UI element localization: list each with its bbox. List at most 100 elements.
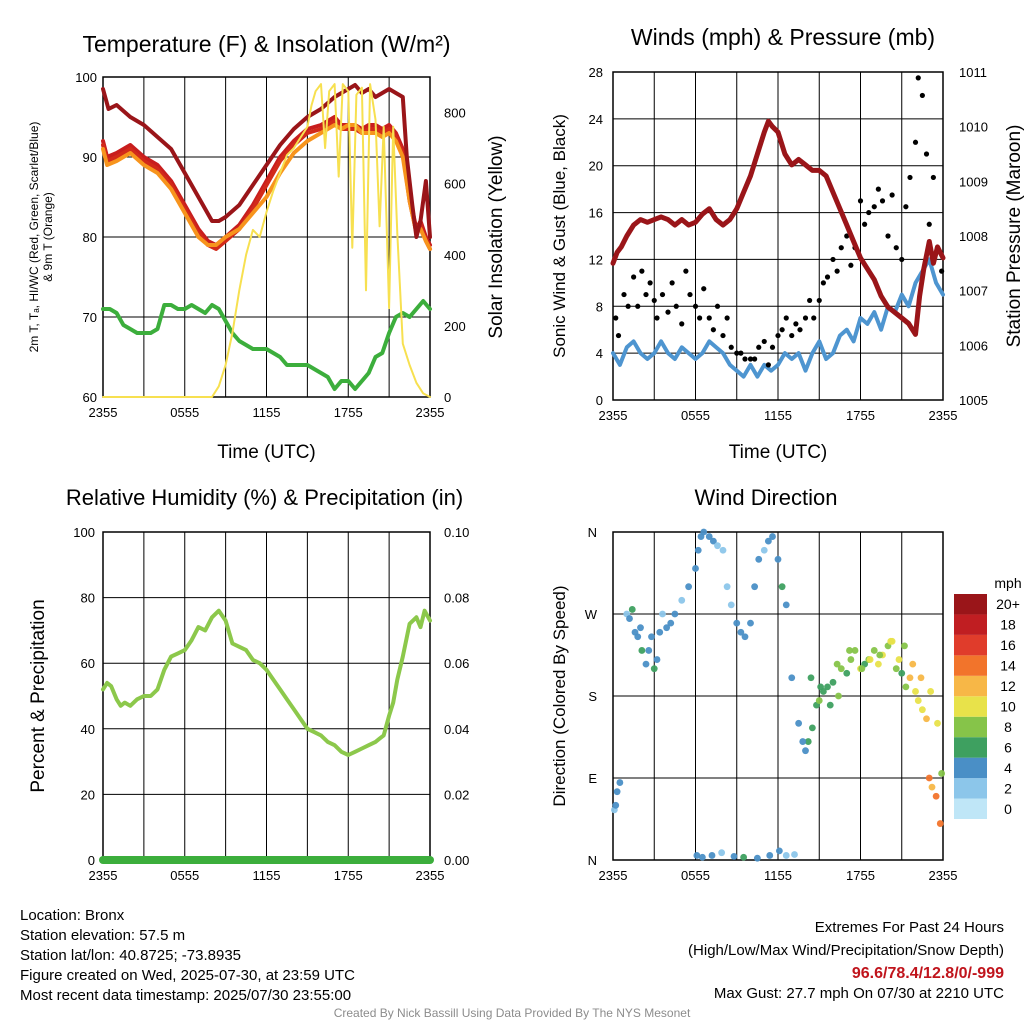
direction-point <box>692 565 699 572</box>
x-tick-label-4: 1155 <box>764 868 792 883</box>
legend-label: 8 <box>1004 719 1012 735</box>
gust-point <box>789 332 795 339</box>
y-tick-label-rh: 60 <box>81 656 95 671</box>
gust-point <box>765 362 771 368</box>
direction-point <box>782 601 790 609</box>
direction-point <box>663 624 671 632</box>
direction-point <box>901 642 908 650</box>
direction-point <box>723 583 731 591</box>
gust-point <box>907 174 913 181</box>
direction-point <box>714 542 721 550</box>
direction-point <box>892 665 900 673</box>
gust-point <box>654 315 660 321</box>
gust-point <box>816 297 822 304</box>
direction-point <box>612 801 620 809</box>
direction-point <box>778 583 786 591</box>
gust-point <box>875 186 881 192</box>
direction-point <box>740 853 748 861</box>
direction-point <box>718 849 726 857</box>
y-tick-label-wind: 0 <box>596 393 603 408</box>
y-tick-label-wind: 24 <box>589 112 603 127</box>
gust-point <box>761 338 767 345</box>
station-info: Location: Bronx Station elevation: 57.5 … <box>20 906 355 1006</box>
direction-point <box>782 852 790 859</box>
direction-point <box>753 854 761 862</box>
y-tick-label-temp: 100 <box>75 70 97 85</box>
gust-point <box>734 350 740 356</box>
direction-point <box>906 674 914 682</box>
temp-series-line-3 <box>101 83 432 239</box>
gust-point <box>752 356 758 362</box>
gust-point <box>647 280 653 286</box>
y2-tick-label-pressure: 1010 <box>959 120 988 135</box>
gust-point <box>871 204 877 210</box>
direction-point <box>917 674 925 682</box>
y2-tick-label-pressure: 1007 <box>959 284 988 299</box>
gust-point <box>615 332 622 339</box>
direction-point <box>925 774 933 782</box>
gust-point <box>783 315 789 321</box>
x-tick-label-2: 1155 <box>764 408 792 423</box>
direction-point <box>829 678 837 686</box>
plot-frame-4 <box>612 531 944 861</box>
y-tick-label-rh: 0 <box>88 853 95 868</box>
y2-tick-label-precip: 0.04 <box>444 722 469 737</box>
y-tick-label-rh: 40 <box>81 722 95 737</box>
direction-point <box>769 533 776 540</box>
x-tick-label-1: 2355 <box>416 405 445 420</box>
gust-point <box>665 309 671 315</box>
y2-tick-label-insolation: 400 <box>444 248 466 263</box>
direction-point <box>934 719 941 727</box>
x-tick-label-3: 1155 <box>253 868 281 883</box>
legend-label: 18 <box>1000 617 1016 633</box>
direction-point <box>705 533 713 540</box>
direction-point <box>843 669 851 677</box>
rh-series-line-0 <box>101 608 432 757</box>
direction-point <box>751 583 759 591</box>
y2-tick-label-pressure: 1006 <box>959 338 988 353</box>
gust-point <box>779 327 785 333</box>
direction-point <box>833 660 841 668</box>
gust-point <box>807 297 813 304</box>
direction-point <box>634 633 642 641</box>
station-location: Location: Bronx <box>20 907 125 924</box>
x-tick-label-2: 2355 <box>599 408 628 423</box>
gust-point <box>923 151 930 157</box>
chart-title-temperature: Temperature (F) & Insolation (W/m²) <box>82 31 450 57</box>
direction-point <box>902 683 910 691</box>
direction-point <box>719 546 727 554</box>
y2-tick-label-precip: 0.06 <box>444 656 469 671</box>
legend-swatch <box>954 778 987 799</box>
y-tick-label-wind: 8 <box>596 299 603 314</box>
gust-point <box>679 321 685 327</box>
gust-point <box>651 297 657 304</box>
gust-point <box>899 256 905 263</box>
direction-point <box>804 738 812 745</box>
legend-label: 16 <box>1000 637 1016 653</box>
y-tick-label-wind: 12 <box>589 252 603 267</box>
x-tick-label-1: 1155 <box>253 405 281 420</box>
y2-axis-label-insolation: Solar Insolation (Yellow) <box>486 135 507 338</box>
direction-point <box>766 852 774 859</box>
direction-point <box>747 619 754 627</box>
gust-point <box>802 315 809 321</box>
x-tick-label-3: 2355 <box>416 868 445 883</box>
gust-point <box>862 221 868 227</box>
direction-point <box>887 637 895 645</box>
y-tick-label-rh: 80 <box>81 591 95 606</box>
extremes-subtitle: (High/Low/Max Wind/Precipitation/Snow De… <box>688 942 1004 959</box>
chart-title-humidity: Relative Humidity (%) & Precipitation (i… <box>66 485 463 510</box>
x-tick-label-2: 2355 <box>929 408 958 423</box>
gust-point <box>939 268 945 274</box>
direction-point <box>851 647 859 654</box>
legend-label: 4 <box>1004 760 1012 776</box>
direction-point <box>824 683 831 691</box>
gust-point <box>775 332 781 339</box>
x-tick-label-1: 2355 <box>89 405 118 420</box>
x-tick-label-4: 1755 <box>846 868 875 883</box>
gust-point <box>919 92 925 99</box>
y-tick-label-wind: 16 <box>589 206 603 221</box>
direction-point <box>709 537 717 545</box>
chart-title-winds: Winds (mph) & Pressure (mb) <box>631 24 935 50</box>
x-tick-label-3: 0555 <box>170 868 199 883</box>
